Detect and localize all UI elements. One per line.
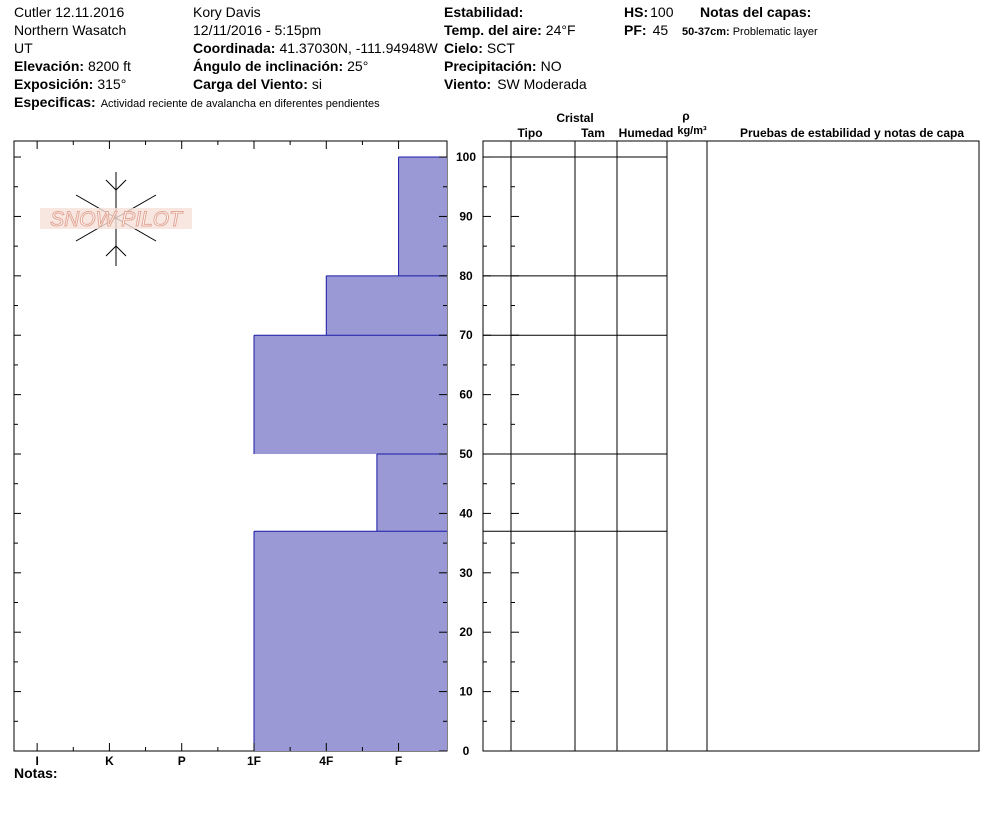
value: 24°F xyxy=(546,22,576,38)
value: 45 xyxy=(653,22,669,38)
label: Exposición: xyxy=(14,76,93,92)
value: 315° xyxy=(97,76,126,92)
x-tick-label: P xyxy=(178,754,186,768)
observer: Kory Davis xyxy=(193,4,261,20)
slope: Ángulo de inclinación: 25° xyxy=(193,58,368,74)
precip: Precipitación: NO xyxy=(444,58,562,74)
datetime: 12/11/2016 - 5:15pm xyxy=(193,22,321,38)
y-tick-label: 50 xyxy=(459,447,473,461)
pf: PF: 45 xyxy=(624,22,668,38)
label: Coordinada: xyxy=(193,40,275,56)
col-header: Tam xyxy=(581,126,605,140)
specifics: Especificas: Actividad reciente de avalan… xyxy=(14,94,380,110)
y-tick-label: 80 xyxy=(459,269,473,283)
label: Ángulo de inclinación: xyxy=(193,58,343,74)
layer-bar xyxy=(326,275,447,336)
wind-loading: Carga del Viento: si xyxy=(193,76,322,92)
col-header: Tipo xyxy=(517,126,542,140)
label: Carga del Viento: xyxy=(193,76,308,92)
col-header: kg/m³ xyxy=(677,125,707,137)
coordinates: Coordinada: 41.37030N, -111.94948W xyxy=(193,40,438,56)
x-tick-label: I xyxy=(35,754,38,768)
table-frame xyxy=(482,140,980,752)
logo-band xyxy=(40,208,192,229)
logo-text: SNOW PILOT xyxy=(50,208,184,231)
y-tick-label: 10 xyxy=(459,685,473,699)
label: Precipitación: xyxy=(444,58,537,74)
state: UT xyxy=(14,40,33,56)
sky: Cielo: SCT xyxy=(444,40,515,56)
layer-bar xyxy=(398,157,447,276)
layer-bar xyxy=(253,531,447,751)
label: HS: xyxy=(624,4,648,20)
layer-notes-title: Notas del capas: xyxy=(700,4,811,20)
elevation: Elevación: 8200 ft xyxy=(14,58,131,74)
y-tick-label: 20 xyxy=(459,625,473,639)
label: Especificas: xyxy=(14,94,96,110)
y-tick-label: 0 xyxy=(463,744,470,758)
stability: Estabilidad: xyxy=(444,4,523,20)
x-tick-label: 4F xyxy=(319,754,333,768)
layer-note: 50-37cm: Problematic layer xyxy=(682,26,818,38)
col-header: Cristal xyxy=(556,111,593,125)
wind: Viento: SW Moderada xyxy=(444,76,587,92)
label: PF: xyxy=(624,22,647,38)
value: SCT xyxy=(487,40,515,56)
label: Temp. del aire: xyxy=(444,22,542,38)
air-temp: Temp. del aire: 24°F xyxy=(444,22,576,38)
label: Cielo: xyxy=(444,40,483,56)
y-tick-label: 60 xyxy=(459,388,473,402)
value: 41.37030N, -111.94948W xyxy=(279,40,438,56)
y-tick-label: 40 xyxy=(459,506,473,520)
y-tick-label: 70 xyxy=(459,328,473,342)
value: NO xyxy=(541,58,562,74)
hs: HS: 100 xyxy=(624,4,674,20)
x-tick-label: 1F xyxy=(247,754,261,768)
label: 50-37cm: xyxy=(682,26,730,38)
y-tick-label: 100 xyxy=(456,150,476,164)
value: 100 xyxy=(650,4,674,20)
x-tick-label: F xyxy=(395,754,402,768)
value: 8200 ft xyxy=(88,58,131,74)
label: Viento: xyxy=(444,76,491,92)
y-tick-label: 90 xyxy=(459,209,473,223)
title: Cutler 12.11.2016 xyxy=(14,4,124,20)
layer-bar xyxy=(253,335,447,455)
notes-label: Notas: xyxy=(14,765,58,781)
region: Northern Wasatch xyxy=(14,22,126,38)
value: SW Moderada xyxy=(497,76,587,92)
col-header: Humedad xyxy=(619,126,674,140)
value: 25° xyxy=(347,58,368,74)
value: Problematic layer xyxy=(733,26,818,38)
value: si xyxy=(312,76,322,92)
value: Actividad reciente de avalancha en difer… xyxy=(101,98,380,110)
aspect: Exposición: 315° xyxy=(14,76,126,92)
y-tick-label: 30 xyxy=(459,566,473,580)
col-header: Pruebas de estabilidad y notas de capa xyxy=(740,126,964,140)
layer-bar xyxy=(376,454,447,532)
label: Elevación: xyxy=(14,58,84,74)
x-tick-label: K xyxy=(105,754,114,768)
col-header: ρ xyxy=(682,109,689,123)
